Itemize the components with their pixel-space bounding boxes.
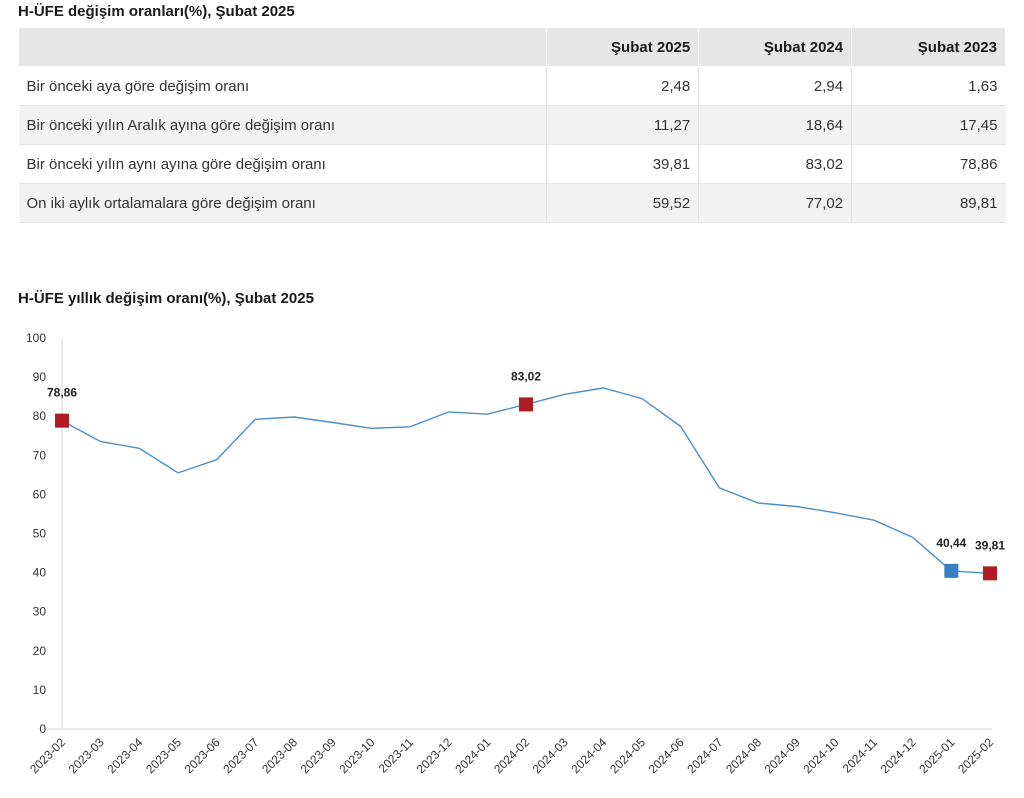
x-tick-label: 2023-04 — [104, 735, 145, 776]
y-tick-label: 30 — [33, 605, 47, 619]
x-tick-label: 2024-04 — [568, 735, 609, 776]
y-tick-label: 50 — [33, 527, 47, 541]
y-tick-label: 100 — [26, 331, 46, 345]
row-label: On iki aylık ortalamalara göre değişim o… — [18, 183, 548, 223]
x-tick-label: 2024-07 — [684, 735, 725, 776]
x-tick-label: 2023-12 — [414, 735, 455, 776]
table-row: Bir önceki yılın aynı ayına göre değişim… — [18, 144, 1006, 184]
header-cell-empty — [17, 27, 548, 67]
x-tick-label: 2024-11 — [840, 735, 881, 776]
table-row: On iki aylık ortalamalara göre değişim o… — [18, 183, 1006, 223]
x-tick-label: 2024-01 — [452, 735, 493, 776]
header-cell-subat-2024: Şubat 2024 — [698, 27, 853, 67]
y-tick-label: 10 — [33, 683, 47, 697]
x-tick-label: 2023-05 — [143, 735, 184, 776]
x-tick-label: 2023-08 — [259, 735, 300, 776]
data-label: 39,81 — [975, 538, 1005, 552]
table-title: H-ÜFE değişim oranları(%), Şubat 2025 — [18, 3, 295, 20]
data-point-marker — [944, 563, 959, 578]
x-tick-label: 2023-11 — [376, 735, 417, 776]
cell-value: 39,81 — [546, 144, 700, 184]
table-header-row: Şubat 2025 Şubat 2024 Şubat 2023 — [17, 27, 1006, 67]
x-tick-label: 2023-10 — [336, 735, 377, 776]
x-tick-label: 2024-05 — [607, 735, 648, 776]
table-row: Bir önceki aya göre değişim oranı 2,48 2… — [18, 66, 1006, 106]
cell-value: 17,45 — [851, 105, 1006, 145]
x-tick-label: 2023-03 — [66, 735, 107, 776]
x-tick-label: 2023-09 — [298, 735, 339, 776]
cell-value: 89,81 — [851, 183, 1006, 223]
cell-value: 11,27 — [546, 105, 700, 145]
x-tick-label: 2023-06 — [182, 735, 223, 776]
data-label: 83,02 — [511, 369, 541, 383]
x-tick-label: 2024-06 — [646, 735, 687, 776]
line-chart: 01020304050607080901002023-022023-032023… — [26, 331, 1005, 776]
header-cell-subat-2025: Şubat 2025 — [546, 27, 700, 67]
header-cell-subat-2023: Şubat 2023 — [851, 27, 1006, 67]
cell-value: 83,02 — [698, 144, 853, 184]
cell-value: 18,64 — [698, 105, 853, 145]
series-line — [61, 387, 991, 574]
x-tick-label: 2024-03 — [530, 735, 571, 776]
x-tick-label: 2024-08 — [723, 735, 764, 776]
chart-title: H-ÜFE yıllık değişim oranı(%), Şubat 202… — [18, 290, 314, 307]
x-tick-label: 2024-12 — [878, 735, 919, 776]
cell-value: 2,94 — [698, 66, 853, 106]
y-tick-label: 70 — [33, 448, 47, 462]
y-tick-label: 80 — [33, 409, 47, 423]
y-tick-label: 20 — [33, 644, 47, 658]
data-label: 40,44 — [936, 536, 966, 550]
x-tick-label: 2024-09 — [762, 735, 803, 776]
data-point-marker — [983, 566, 997, 581]
cell-value: 2,48 — [546, 66, 700, 106]
data-point-marker — [55, 413, 69, 428]
x-tick-label: 2024-10 — [800, 735, 841, 776]
x-tick-label: 2023-02 — [27, 735, 68, 776]
x-tick-label: 2023-07 — [220, 735, 261, 776]
y-tick-label: 60 — [33, 487, 47, 501]
x-tick-label: 2024-02 — [491, 735, 532, 776]
cell-value: 1,63 — [851, 66, 1006, 106]
cell-value: 59,52 — [546, 183, 700, 223]
x-tick-label: 2025-02 — [955, 735, 996, 776]
row-label: Bir önceki yılın aynı ayına göre değişim… — [18, 144, 548, 184]
change-rates-table: Şubat 2025 Şubat 2024 Şubat 2023 Bir önc… — [17, 27, 1006, 223]
x-tick-label: 2025-01 — [916, 735, 957, 776]
row-label: Bir önceki aya göre değişim oranı — [18, 66, 548, 106]
y-tick-label: 90 — [33, 370, 47, 384]
cell-value: 78,86 — [851, 144, 1006, 184]
table-row: Bir önceki yılın Aralık ayına göre değiş… — [18, 105, 1006, 145]
y-tick-label: 40 — [33, 566, 47, 580]
data-point-marker — [519, 397, 533, 412]
data-label: 78,86 — [47, 386, 77, 400]
y-tick-label: 0 — [39, 722, 46, 736]
row-label: Bir önceki yılın Aralık ayına göre değiş… — [18, 105, 548, 145]
cell-value: 77,02 — [698, 183, 853, 223]
